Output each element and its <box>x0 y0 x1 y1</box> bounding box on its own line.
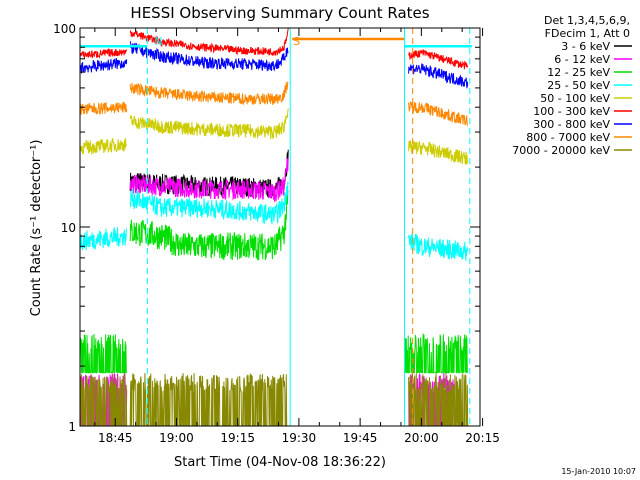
series-line-segment <box>79 47 128 59</box>
x-axis-label: Start Time (04-Nov-08 18:36:22) <box>174 455 386 470</box>
series-50-100-kev <box>79 108 469 165</box>
x-tick-label: 20:15 <box>465 431 500 445</box>
chart-title: HESSI Observing Summary Count Rates <box>130 4 429 22</box>
y-tick-label: 1 <box>68 420 76 434</box>
series-line-segment <box>129 158 289 202</box>
y-axis-label: Count Rate (s⁻¹ detector⁻¹) <box>29 140 44 317</box>
series-line-segment <box>129 190 289 261</box>
legend-entry-label: 12 - 25 keV <box>547 66 610 79</box>
series-line-segment <box>129 373 289 427</box>
series-25-50-kev <box>79 181 469 261</box>
x-tick-label: 19:15 <box>220 431 255 445</box>
series-12-25-kev <box>79 190 468 374</box>
y-tick-label: 10 <box>61 221 76 235</box>
x-tick-label: 18:45 <box>98 431 133 445</box>
legend-header: Det 1,3,4,5,6,9, <box>544 14 630 27</box>
series-line-segment <box>408 49 469 70</box>
annotation-label: N <box>154 35 162 48</box>
series-line-segment <box>79 226 128 250</box>
series-line-segment <box>79 101 128 115</box>
series-line-segment <box>129 28 289 57</box>
timestamp: 15-Jan-2010 10:07 <box>561 467 636 476</box>
x-tick-label: 19:45 <box>343 431 378 445</box>
series-line-segment <box>129 181 289 225</box>
series-line-segment <box>404 333 468 374</box>
series-line-segment <box>129 108 289 140</box>
legend-entry-label: 100 - 300 keV <box>533 105 610 118</box>
series-line-segment <box>408 101 469 127</box>
series-line-segment <box>129 41 289 72</box>
legend-entry-label: 3 - 6 keV <box>561 40 610 53</box>
series-300-800-kev <box>79 41 469 89</box>
series-7000-20000-kev <box>79 372 469 427</box>
x-tick-label: 19:30 <box>282 431 317 445</box>
series-3-6-kev <box>129 149 289 199</box>
legend-header: FDecim 1, Att 0 <box>545 27 630 40</box>
legend: Det 1,3,4,5,6,9,FDecim 1, Att 03 - 6 keV… <box>512 14 632 157</box>
series-line-segment <box>408 372 469 427</box>
series-line-segment <box>408 139 469 165</box>
legend-entry-label: 7000 - 20000 keV <box>512 144 610 157</box>
series-line-segment <box>129 149 289 199</box>
legend-entry-label: 50 - 100 keV <box>540 92 610 105</box>
annotation-label: S <box>293 35 300 48</box>
series-100-300-kev <box>79 28 469 70</box>
series-line-segment <box>408 233 469 261</box>
axes: 18:45 19:00 19:15 19:30 19:45 20:00 20:15 1 10 10… <box>53 22 500 445</box>
series-line-segment <box>79 57 128 74</box>
x-tick-label: 19:00 <box>159 431 194 445</box>
series-line-segment <box>408 63 469 89</box>
series-line-segment <box>129 81 289 105</box>
x-tick-label: 20:00 <box>404 431 439 445</box>
series-line-segment <box>79 137 128 156</box>
legend-entry-label: 6 - 12 keV <box>554 53 610 66</box>
series-line-segment <box>79 333 127 374</box>
legend-entry-label: 25 - 50 keV <box>547 79 610 92</box>
series-800-7000-kev <box>79 37 469 127</box>
series-layer <box>79 28 472 427</box>
legend-entry-label: 800 - 7000 keV <box>526 131 610 144</box>
series-line-segment <box>79 373 128 427</box>
legend-entry-label: 300 - 800 keV <box>533 118 610 131</box>
y-tick-label: 100 <box>53 22 76 36</box>
